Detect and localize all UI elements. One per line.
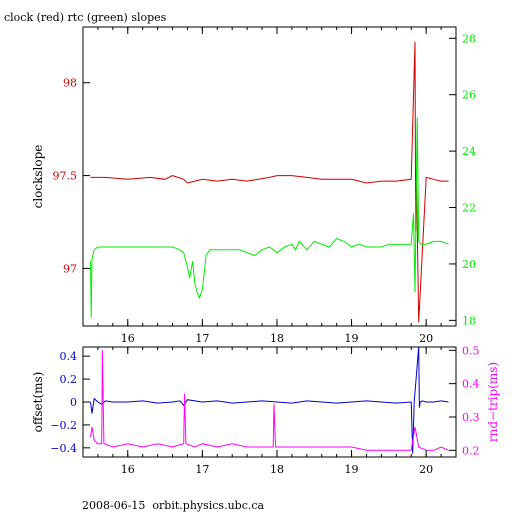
x-tick-label: 16 xyxy=(121,463,135,476)
series-line-rnd-trip xyxy=(90,350,449,451)
right-axis-label: rnd−trip(ms) xyxy=(486,362,500,442)
chart-title: clock (red) rtc (green) slopes xyxy=(4,11,167,24)
right-tick-label: 22 xyxy=(462,202,476,215)
x-tick-label: 20 xyxy=(419,332,433,345)
x-tick-label: 20 xyxy=(419,463,433,476)
series-line-rtc xyxy=(90,117,449,318)
x-axis: 16 17 18 19 20 xyxy=(82,27,457,345)
right-tick-label: 0.4 xyxy=(462,378,480,391)
chart-panels: 16 17 18 19 20 97 97.5 98 clockslope 18 20 22 24 26 28… xyxy=(31,26,500,476)
right-tick-label: 0.5 xyxy=(462,344,480,357)
right-tick-label: 18 xyxy=(462,314,476,327)
right-axis: 0.5 0.4 0.3 0.2 rnd−trip(ms) xyxy=(449,344,500,457)
left-tick-label: 98 xyxy=(63,77,77,90)
left-axis: 0.4 0.2 0 −0.2 −0.4 offset(ms) xyxy=(31,350,90,455)
x-axis: 16 17 18 19 20 xyxy=(82,347,457,476)
x-tick-label: 16 xyxy=(121,332,135,345)
left-tick-label: 97.5 xyxy=(53,170,78,183)
left-tick-label: 0.4 xyxy=(60,350,78,363)
right-axis: 18 20 22 24 26 28 xyxy=(449,32,476,327)
x-tick-label: 18 xyxy=(270,332,284,345)
plot-frame xyxy=(82,26,457,327)
right-tick-label: 28 xyxy=(462,32,476,45)
right-tick-label: 24 xyxy=(462,145,476,158)
series-group xyxy=(90,346,449,454)
left-tick-label: −0.4 xyxy=(50,442,77,455)
series-group xyxy=(90,41,449,323)
right-tick-label: 20 xyxy=(462,258,476,271)
right-tick-label: 26 xyxy=(462,89,476,102)
panel-1: 16 17 18 19 20 97 97.5 98 clockslope 18 20 22 24 26 28 xyxy=(31,26,476,345)
right-tick-label: 0.3 xyxy=(462,411,480,424)
x-tick-label: 18 xyxy=(270,463,284,476)
x-tick-label: 19 xyxy=(345,463,359,476)
series-line-offset xyxy=(90,346,449,454)
x-tick-label: 19 xyxy=(345,332,359,345)
left-axis: 97 97.5 98 clockslope xyxy=(31,77,90,275)
left-axis-label: clockslope xyxy=(31,145,45,209)
right-tick-label: 0.2 xyxy=(462,444,480,457)
chart-footer: 2008-06-15 orbit.physics.ubc.ca xyxy=(82,499,265,512)
left-tick-label: 0 xyxy=(70,396,77,409)
x-tick-label: 17 xyxy=(195,332,209,345)
left-axis-label: offset(ms) xyxy=(31,372,45,433)
left-tick-label: −0.2 xyxy=(50,419,77,432)
left-tick-label: 97 xyxy=(63,262,77,275)
panel-2: 16 17 18 19 200.40.20−0.2−0.4offset(ms)0.50.… xyxy=(31,344,500,476)
left-tick-label: 0.2 xyxy=(60,373,78,386)
x-tick-label: 17 xyxy=(195,463,209,476)
